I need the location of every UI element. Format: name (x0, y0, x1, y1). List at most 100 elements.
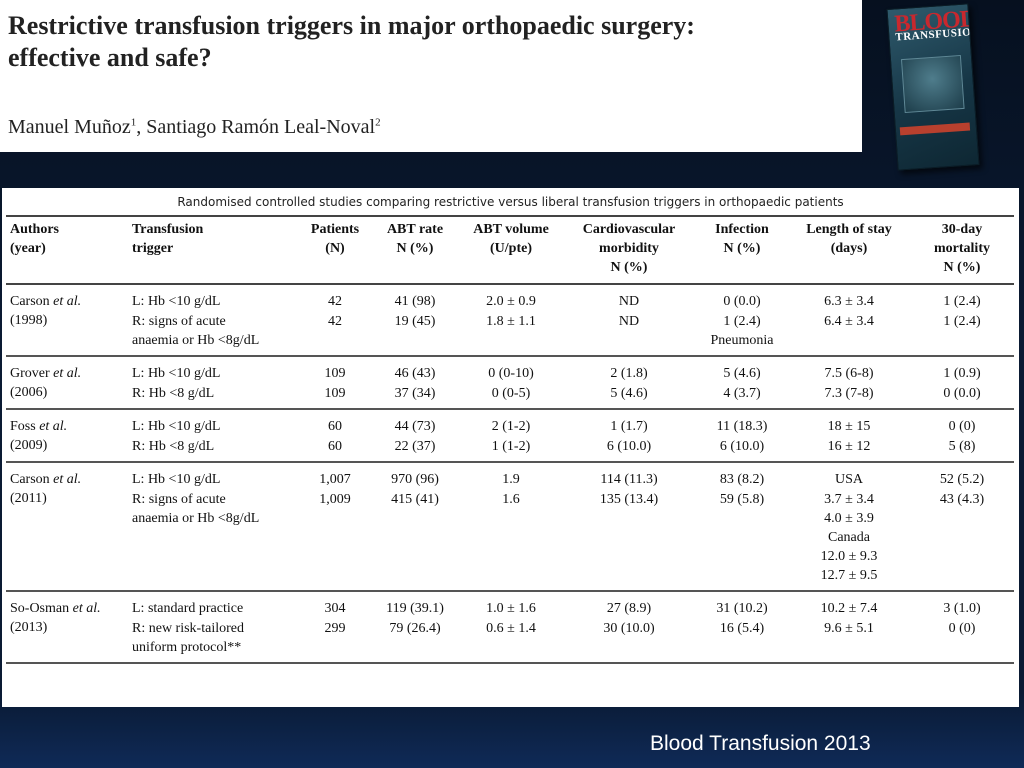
los-cell: 9.6 ± 5.1 (824, 621, 874, 636)
table-row: So-Osman et al. (2013) L: standard practic… (6, 591, 1014, 635)
infection-cell: 31 (10.2) (716, 601, 768, 616)
study-author-cell: Foss et al. (2009) (6, 409, 128, 462)
los-cell: 10.2 ± 7.4 (820, 601, 878, 616)
infection-cell: 59 (5.8) (719, 492, 765, 507)
study-etal: et al. (53, 472, 82, 487)
patients-cell: 42 (328, 294, 342, 309)
table-box: Randomised controlled studies comparing … (2, 188, 1019, 707)
mortality-cell: 1 (2.4) (943, 294, 981, 309)
cardio-cell: 135 (13.4) (599, 492, 659, 507)
patients-cell: 60 (328, 419, 342, 434)
trigger-cell: R: Hb <8 g/dL (132, 439, 215, 454)
trigger-cell: R: signs of acute anaemia or Hb <8g/dL (132, 314, 260, 348)
infection-cell: 6 (10.0) (719, 439, 765, 454)
trigger-cell: L: Hb <10 g/dL (132, 294, 221, 309)
study-author: Foss (10, 419, 40, 434)
los-cell: 3.7 ± 3.4 4.0 ± 3.9 Canada 12.0 ± 9.3 12.7 ±… (820, 492, 878, 583)
study-group: Grover et al. (2006) L: Hb <10 g/dL 109 46 (… (6, 356, 1014, 409)
table-caption: Randomised controlled studies comparing … (177, 195, 844, 209)
abt-volume-cell: 1.9 (502, 472, 520, 487)
study-group: Carson et al. (1998) L: Hb <10 g/dL 42 41 (9… (6, 284, 1014, 356)
study-year: (2011) (10, 491, 47, 506)
header-abt-rate: ABT rate N (%) (386, 222, 444, 256)
infection-cell: 5 (4.6) (723, 366, 761, 381)
mortality-cell: 43 (4.3) (939, 492, 985, 507)
article-title-line2: effective and safe? (8, 43, 212, 72)
article-title-line1: Restrictive transfusion triggers in majo… (8, 11, 695, 40)
infection-cell: 4 (3.7) (723, 386, 761, 401)
infection-cell: 0 (0.0) (723, 294, 761, 309)
patients-cell: 109 (324, 366, 346, 381)
abt-volume-cell: 1.8 ± 1.1 (486, 314, 536, 329)
study-etal: et al. (53, 366, 82, 381)
study-etal: et al. (39, 419, 68, 434)
table-row: R: signs of acute anaemia or Hb <8g/dL 42 1… (6, 311, 1014, 356)
abt-rate-cell: 41 (98) (394, 294, 436, 309)
los-cell: 6.3 ± 3.4 (824, 294, 874, 309)
study-author: Carson (10, 294, 54, 309)
journal-cover-band (899, 122, 971, 136)
study-group: Foss et al. (2009) L: Hb <10 g/dL 60 44 (73)… (6, 409, 1014, 462)
los-cell: 7.3 (7-8) (824, 386, 874, 401)
patients-cell: 1,009 (319, 492, 351, 507)
abt-rate-cell: 46 (43) (394, 366, 436, 381)
table-header: Authors (year) Transfusion trigger Patients(… (6, 216, 1014, 284)
cardio-cell: 114 (11.3) (600, 472, 658, 487)
header-mortality: 30-day mortality N (%) (934, 222, 990, 275)
patients-cell: 60 (328, 439, 342, 454)
los-cell: 16 ± 12 (827, 439, 871, 454)
abt-volume-cell: 0.6 ± 1.4 (486, 621, 536, 636)
study-author-cell: So-Osman et al. (2013) (6, 591, 128, 663)
trigger-cell: R: signs of acute anaemia or Hb <8g/dL (132, 492, 260, 526)
study-author-cell: Carson et al. (1998) (6, 284, 128, 356)
abt-volume-cell: 2 (1-2) (491, 419, 531, 434)
abt-volume-cell: 0 (0-10) (488, 366, 534, 381)
mortality-cell: 0 (0.0) (943, 386, 981, 401)
cardio-cell: ND (618, 314, 640, 329)
author-1: Manuel Muñoz (8, 116, 131, 138)
cardio-cell: 1 (1.7) (610, 419, 648, 434)
los-cell: 7.5 (6-8) (824, 366, 874, 381)
trigger-cell: L: Hb <10 g/dL (132, 419, 221, 434)
infection-cell: 1 (2.4) Pneumonia (710, 314, 774, 348)
patients-cell: 299 (324, 621, 346, 636)
abt-rate-cell: 22 (37) (394, 439, 436, 454)
title-box: Restrictive transfusion triggers in majo… (0, 0, 862, 152)
header-trigger: Transfusion trigger (132, 222, 204, 256)
infection-cell: 11 (18.3) (716, 419, 768, 434)
footer-source: Blood Transfusion 2013 (650, 732, 871, 755)
abt-volume-cell: 1.6 (502, 492, 520, 507)
study-year: (2006) (10, 385, 48, 400)
trigger-cell: R: new risk-tailored uniform protocol** (132, 621, 244, 655)
los-cell: 6.4 ± 3.4 (824, 314, 874, 329)
abt-rate-cell: 44 (73) (394, 419, 436, 434)
mortality-cell: 1 (2.4) (943, 314, 981, 329)
cardio-cell: 2 (1.8) (610, 366, 648, 381)
study-author: Carson (10, 472, 54, 487)
results-table: Authors (year) Transfusion trigger Patients(… (6, 215, 1014, 664)
mortality-cell: 0 (0) (948, 419, 976, 434)
header-patients: Patients (N) (310, 222, 360, 256)
cardio-cell: ND (618, 294, 640, 309)
abt-volume-cell: 1 (1-2) (491, 439, 531, 454)
abt-rate-cell: 415 (41) (391, 492, 439, 507)
study-group: Carson et al. (2011) L: Hb <10 g/dL 1,007 97… (6, 462, 1014, 591)
table-row: Foss et al. (2009) L: Hb <10 g/dL 60 44 (73)… (6, 409, 1014, 453)
header-row: Authors (year) Transfusion trigger Patients(… (6, 216, 1014, 284)
cardio-cell: 6 (10.0) (606, 439, 652, 454)
article-title: Restrictive transfusion triggers in majo… (8, 10, 862, 74)
infection-cell: 83 (8.2) (719, 472, 765, 487)
header-infection: Infection N (%) (715, 222, 769, 256)
mortality-cell: 5 (8) (948, 439, 976, 454)
abt-volume-cell: 0 (0-5) (491, 386, 531, 401)
study-etal: et al. (53, 294, 82, 309)
abt-volume-cell: 2.0 ± 0.9 (486, 294, 536, 309)
table-row: R: Hb <8 g/dL 60 22 (37) 1 (1-2) 6 (10.0) 6 (… (6, 436, 1014, 462)
table-row: Grover et al. (2006) L: Hb <10 g/dL 109 46 (… (6, 356, 1014, 400)
trigger-cell: L: Hb <10 g/dL (132, 366, 221, 381)
header-abt-volume: ABT volume (U/pte) (473, 222, 549, 256)
mortality-cell: 1 (0.9) (943, 366, 981, 381)
author-1-affiliation: 1 (130, 116, 137, 129)
cardio-cell: 30 (10.0) (603, 621, 655, 636)
study-author-cell: Grover et al. (2006) (6, 356, 128, 409)
